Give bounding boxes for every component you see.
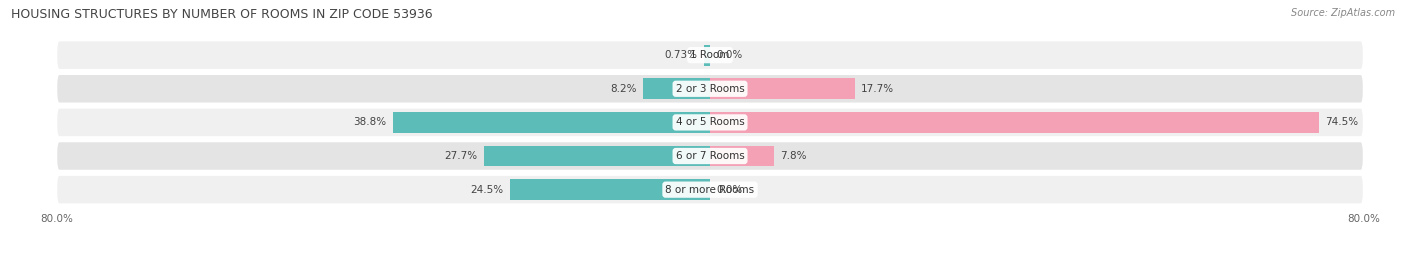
Text: 7.8%: 7.8%	[780, 151, 807, 161]
Bar	[643, 78, 710, 99]
Text: 38.8%: 38.8%	[353, 117, 387, 128]
Text: 8.2%: 8.2%	[610, 84, 637, 94]
Text: 8 or more Rooms: 8 or more Rooms	[665, 185, 755, 195]
Text: 17.7%: 17.7%	[862, 84, 894, 94]
FancyBboxPatch shape	[56, 108, 1364, 137]
Bar	[392, 112, 710, 133]
Bar	[710, 78, 855, 99]
Text: 27.7%: 27.7%	[444, 151, 477, 161]
Text: Source: ZipAtlas.com: Source: ZipAtlas.com	[1291, 8, 1395, 18]
FancyBboxPatch shape	[56, 141, 1364, 171]
Bar	[484, 146, 710, 167]
Bar	[710, 146, 773, 167]
Text: 74.5%: 74.5%	[1326, 117, 1358, 128]
FancyBboxPatch shape	[56, 40, 1364, 70]
Bar	[710, 112, 1319, 133]
Text: 1 Room: 1 Room	[690, 50, 730, 60]
FancyBboxPatch shape	[56, 175, 1364, 204]
Text: 2 or 3 Rooms: 2 or 3 Rooms	[676, 84, 744, 94]
Bar	[510, 179, 710, 200]
Text: 0.73%: 0.73%	[665, 50, 697, 60]
Bar	[704, 45, 710, 66]
FancyBboxPatch shape	[56, 74, 1364, 104]
Text: 0.0%: 0.0%	[717, 185, 742, 195]
Text: 24.5%: 24.5%	[470, 185, 503, 195]
Text: 4 or 5 Rooms: 4 or 5 Rooms	[676, 117, 744, 128]
Text: 6 or 7 Rooms: 6 or 7 Rooms	[676, 151, 744, 161]
Text: 0.0%: 0.0%	[717, 50, 742, 60]
Text: HOUSING STRUCTURES BY NUMBER OF ROOMS IN ZIP CODE 53936: HOUSING STRUCTURES BY NUMBER OF ROOMS IN…	[11, 8, 433, 21]
